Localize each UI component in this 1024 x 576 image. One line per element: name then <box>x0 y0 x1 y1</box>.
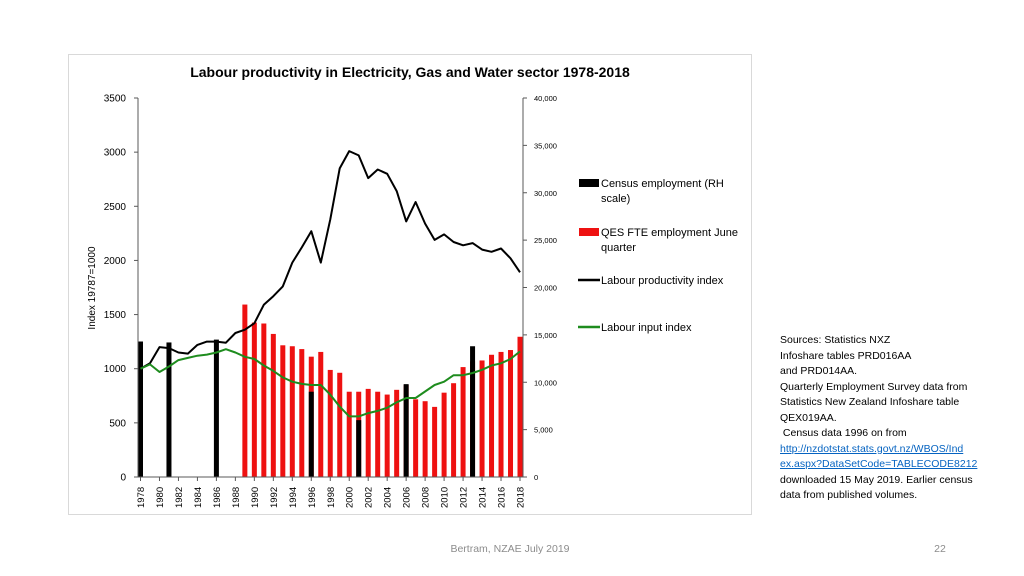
bar-census-2013 <box>470 346 476 477</box>
sources-line: Census data 1996 on from <box>780 427 907 439</box>
x-tick-label: 2006 <box>402 487 413 508</box>
x-tick-label: 2008 <box>421 487 432 508</box>
y-left-tick-label: 0 <box>120 473 126 484</box>
legend-label: quarter <box>601 242 636 254</box>
bar-qes-2017 <box>508 350 514 477</box>
census-data-link[interactable]: http://nzdotstat.stats.govt.nz/WBOS/Ind <box>780 442 964 455</box>
x-tick-label: 1982 <box>174 487 185 508</box>
sources-line: data from published volumes. <box>780 489 918 501</box>
bar-qes-1994 <box>289 346 295 477</box>
sources-line: and PRD014AA. <box>780 365 858 377</box>
x-tick-label: 1984 <box>193 487 204 508</box>
census-data-link-cont[interactable]: ex.aspx?DataSetCode=TABLECODE8212 <box>780 458 978 470</box>
chart-title: Labour productivity in Electricity, Gas … <box>190 64 630 80</box>
x-tick-label: 1986 <box>212 487 223 508</box>
bar-qes-2010 <box>441 392 447 477</box>
chart-frame <box>68 54 752 515</box>
sources-line: Sources: Statistics NXZ <box>780 334 891 346</box>
bar-qes-1997 <box>318 351 324 477</box>
y-left-tick-label: 1500 <box>104 310 127 321</box>
y-right-tick-label: 5,000 <box>534 426 553 435</box>
x-tick-label: 1996 <box>307 487 318 508</box>
legend-label: scale) <box>601 193 630 205</box>
x-tick-label: 1990 <box>250 487 261 508</box>
y-right-tick-label: 0 <box>534 473 538 482</box>
x-tick-label: 1978 <box>136 487 147 508</box>
bar-qes-2011 <box>451 383 457 477</box>
bar-qes-1993 <box>280 345 286 477</box>
bar-census-2006 <box>403 384 409 477</box>
bar-qes-2015 <box>489 354 495 477</box>
line-labour-input-index <box>140 348 521 418</box>
x-tick-label: 2016 <box>497 487 508 508</box>
x-tick-label: 1994 <box>288 487 299 508</box>
y-left-tick-label: 2500 <box>104 202 127 213</box>
y-axis-left-title: Index 19787=1000 <box>87 246 98 330</box>
line-labour-productivity-index <box>140 150 521 370</box>
sources-line: Quarterly Employment Survey data from <box>780 380 968 393</box>
x-tick-label: 2004 <box>383 487 394 508</box>
legend-label: QES FTE employment June <box>601 227 738 239</box>
y-right-tick-label: 15,000 <box>534 331 557 340</box>
bar-qes-1992 <box>270 333 276 477</box>
bar-qes-2004 <box>384 394 390 477</box>
bar-qes-2012 <box>460 367 466 477</box>
x-tick-label: 1988 <box>231 487 242 508</box>
x-tick-label: 2002 <box>364 487 375 508</box>
bar-census-1981 <box>166 342 172 477</box>
bar-qes-2003 <box>375 391 381 477</box>
bar-qes-2000 <box>346 391 352 477</box>
y-left-tick-label: 3000 <box>104 148 127 159</box>
bar-qes-1991 <box>261 323 267 477</box>
y-right-tick-label: 40,000 <box>534 94 557 103</box>
y-left-tick-label: 500 <box>109 418 126 429</box>
legend-label: Labour productivity index <box>601 275 724 287</box>
x-tick-label: 2018 <box>516 487 527 508</box>
legend-swatch-bar <box>579 179 599 187</box>
bar-qes-2002 <box>365 388 371 477</box>
page-number: 22 <box>934 543 946 555</box>
x-tick-label: 1998 <box>326 487 337 508</box>
bar-qes-1998 <box>327 369 333 477</box>
bar-census-1986 <box>213 339 219 477</box>
x-tick-label: 2014 <box>478 487 489 508</box>
y-right-tick-label: 10,000 <box>534 378 557 387</box>
y-right-tick-label: 30,000 <box>534 189 557 198</box>
footer-credit: Bertram, NZAE July 2019 <box>450 543 570 555</box>
x-tick-label: 2010 <box>440 487 451 508</box>
y-right-tick-label: 20,000 <box>534 284 557 293</box>
legend-label: Labour input index <box>601 322 692 334</box>
bar-qes-2014 <box>479 360 485 477</box>
sources-note: Sources: Statistics NXZ Infoshare tables… <box>780 333 1005 504</box>
x-tick-label: 1980 <box>155 487 166 508</box>
sources-line: Infoshare tables PRD016AA <box>780 349 912 362</box>
bar-census-1978 <box>138 341 143 477</box>
y-right-tick-label: 25,000 <box>534 236 557 245</box>
bar-qes-2018 <box>517 336 523 477</box>
bar-qes-2009 <box>432 406 438 477</box>
sources-line: downloaded 15 May 2019. Earlier census <box>780 473 973 486</box>
bar-qes-2016 <box>498 351 504 477</box>
legend-swatch-bar <box>579 228 599 236</box>
y-right-tick-label: 35,000 <box>534 141 557 150</box>
bar-qes-2005 <box>394 389 400 477</box>
bar-census-2001 <box>356 420 362 477</box>
bar-qes-2008 <box>422 401 428 477</box>
bar-census-1996 <box>308 391 314 477</box>
legend-label: Census employment (RH <box>601 178 724 190</box>
bar-qes-1989 <box>242 304 248 477</box>
bar-qes-1999 <box>337 372 343 477</box>
y-left-tick-label: 2000 <box>104 256 127 267</box>
bar-qes-1990 <box>251 322 257 477</box>
bar-qes-1995 <box>299 349 305 477</box>
x-tick-label: 1992 <box>269 487 280 508</box>
sources-line: QEX019AA. <box>780 411 837 424</box>
bar-qes-2007 <box>413 399 419 477</box>
sources-line: Statistics New Zealand Infoshare table <box>780 396 960 408</box>
y-left-tick-label: 1000 <box>104 364 127 375</box>
x-tick-label: 2012 <box>459 487 470 508</box>
x-tick-label: 2000 <box>345 487 356 508</box>
y-left-tick-label: 3500 <box>104 94 127 105</box>
